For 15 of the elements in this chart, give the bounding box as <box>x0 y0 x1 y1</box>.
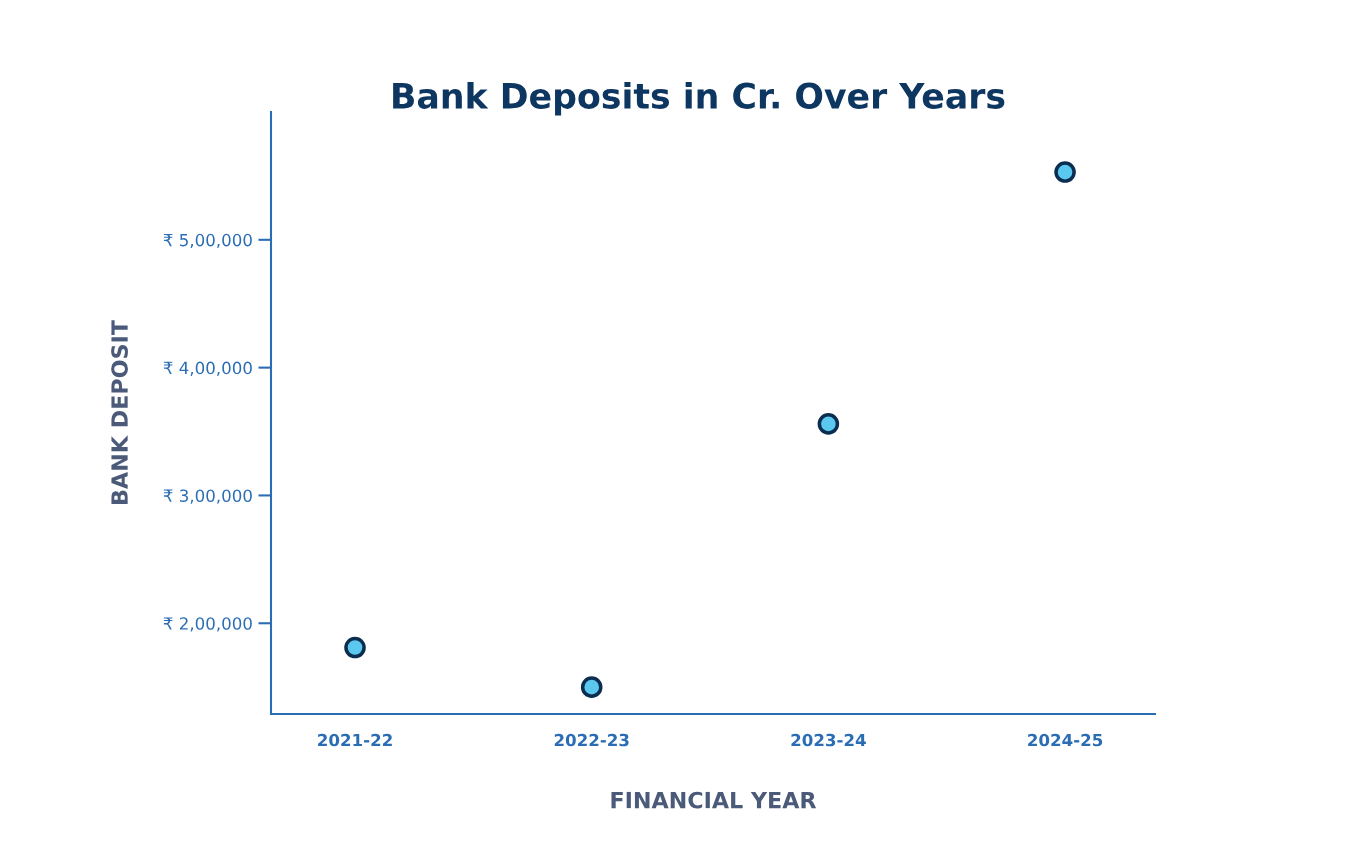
point <box>344 636 366 659</box>
x-tick-label: 2022-23 <box>554 733 629 747</box>
y-tick-label: ₹ 5,00,000 <box>163 233 252 249</box>
x-tick-label: 2024-25 <box>1028 733 1103 747</box>
y-tick-label: ₹ 4,00,000 <box>163 361 252 376</box>
chart-title: Bank Deposits in Cr. Over Years <box>393 82 1005 116</box>
y-tick-label: ₹ 2,00,000 <box>163 617 252 632</box>
x-tick-label: 2023-24 <box>791 733 866 747</box>
y-tick-label: ₹ 3,00,000 <box>163 489 252 504</box>
point <box>580 676 603 698</box>
point <box>817 413 840 435</box>
x-axis-title: FINANCIAL YEAR <box>611 791 817 809</box>
x-tick-label: 2021-22 <box>318 733 392 747</box>
y-axis-title: BANK DEPOSIT <box>111 320 128 504</box>
point <box>1054 161 1076 183</box>
